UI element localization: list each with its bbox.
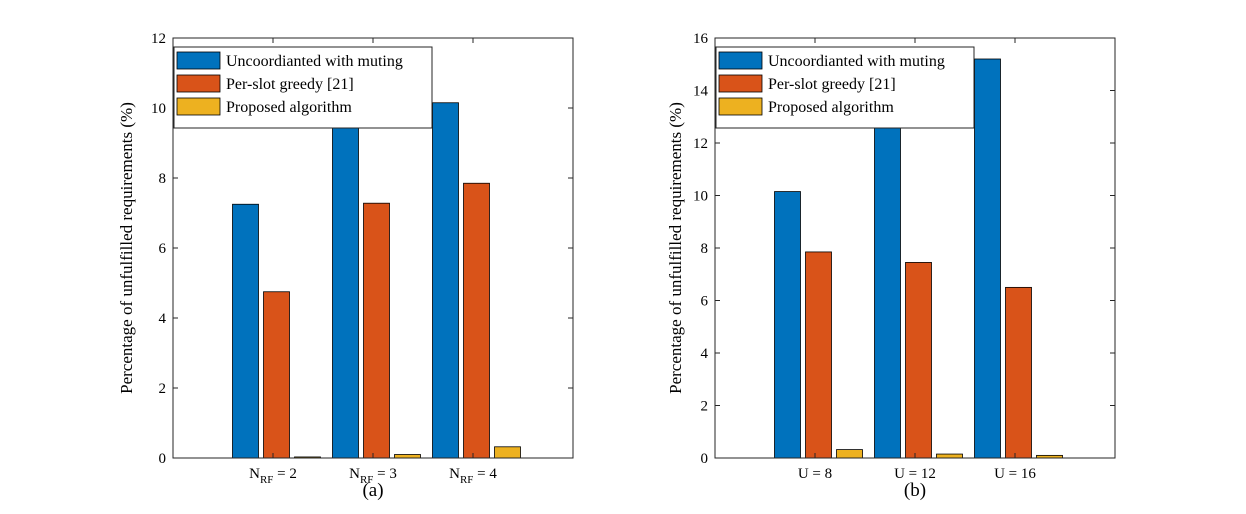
bar-1-2 <box>332 114 359 459</box>
y-tick-label: 0 <box>159 451 167 467</box>
legend-swatch-1 <box>176 51 221 70</box>
y-tick-label: 4 <box>701 346 709 362</box>
panel-caption: (b) <box>904 480 926 501</box>
x-tick-label: NRF = 2 <box>249 466 297 486</box>
panel-caption: (a) <box>362 480 383 501</box>
y-axis-label: Percentage of unfulfilled requirements (… <box>117 102 136 394</box>
y-tick-label: 12 <box>693 136 708 152</box>
y-tick-label: 10 <box>151 101 166 117</box>
y-tick-label: 6 <box>159 241 167 257</box>
chart-panel-b: 0 2 4 6 8 10 12 14 16 U = 8 U = 12 U = 16 Percentage… <box>666 31 1116 501</box>
legend-label-1: Uncoordianted with muting <box>768 53 945 70</box>
y-tick-label: 8 <box>701 241 709 257</box>
legend-label-2: Per-slot greedy [21] <box>226 76 354 93</box>
y-tick-label: 16 <box>693 31 709 47</box>
x-tick-label: NRF = 4 <box>449 466 497 486</box>
bar-3-1 <box>836 449 863 459</box>
bar-2-1 <box>805 251 832 459</box>
legend-label-3: Proposed algorithm <box>768 99 894 116</box>
x-tick-label: U = 12 <box>894 466 936 482</box>
legend: Uncoordianted with muting Per-slot greedy… <box>173 46 433 129</box>
bar-1-3 <box>974 58 1001 459</box>
y-tick-label: 8 <box>159 171 167 187</box>
y-tick-label: 6 <box>701 294 709 310</box>
y-tick-label: 2 <box>159 381 167 397</box>
chart-panel-a: 0 2 4 6 8 10 12 NRF = 2 NRF = 3 NRF = 4 Percentage… <box>117 31 574 501</box>
legend: Uncoordianted with muting Per-slot greedy… <box>715 46 975 129</box>
x-tick-label: U = 16 <box>994 466 1036 482</box>
legend-swatch-3 <box>718 97 763 116</box>
legend-label-3: Proposed algorithm <box>226 99 352 116</box>
bar-1-1 <box>774 191 801 459</box>
legend-swatch-2 <box>176 74 221 93</box>
bar-3-2 <box>936 453 963 459</box>
bar-1-1 <box>232 203 259 459</box>
y-tick-label: 12 <box>151 31 166 47</box>
legend-swatch-1 <box>718 51 763 70</box>
bar-2-1 <box>263 291 290 459</box>
x-tick-label: U = 8 <box>798 466 832 482</box>
y-tick-label: 0 <box>701 451 709 467</box>
bar-3-2 <box>394 454 421 459</box>
bar-2-2 <box>363 202 390 459</box>
legend-swatch-3 <box>176 97 221 116</box>
bar-1-3 <box>432 102 459 459</box>
y-tick-label: 2 <box>701 399 709 415</box>
legend-swatch-2 <box>718 74 763 93</box>
y-axis-label: Percentage of unfulfilled requirements (… <box>666 102 685 394</box>
y-tick-label: 14 <box>693 84 709 100</box>
y-tick-label: 4 <box>159 311 167 327</box>
x-tick-label: NRF = 3 <box>349 466 397 486</box>
bar-1-2 <box>874 116 901 459</box>
legend-label-2: Per-slot greedy [21] <box>768 76 896 93</box>
bar-2-3 <box>463 182 490 459</box>
legend-label-1: Uncoordianted with muting <box>226 53 403 70</box>
bar-2-3 <box>1005 286 1032 459</box>
y-tick-label: 10 <box>693 189 708 205</box>
bar-3-3 <box>494 446 521 459</box>
bar-2-2 <box>905 262 932 459</box>
